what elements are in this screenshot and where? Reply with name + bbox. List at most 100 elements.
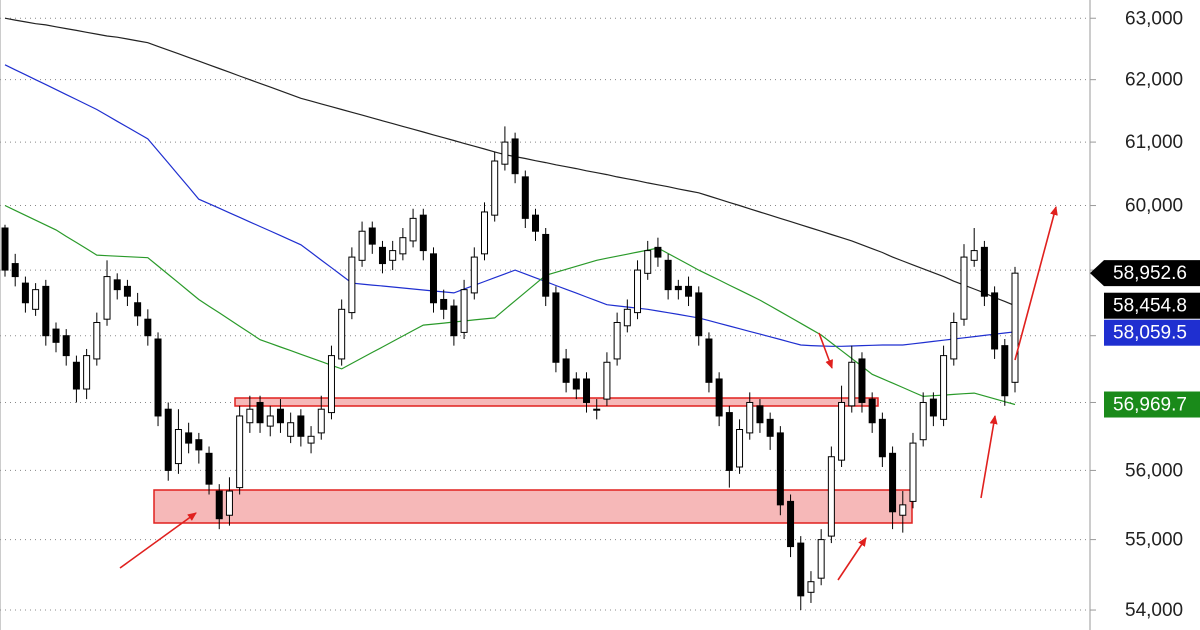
candle-body <box>276 408 284 424</box>
candle-body <box>246 408 254 424</box>
candle-body <box>154 338 162 417</box>
candle-body <box>848 361 856 407</box>
candle-body <box>521 176 529 219</box>
candle-body <box>134 302 142 317</box>
candle-body <box>256 401 264 424</box>
candle-body <box>858 358 866 403</box>
candle-body <box>42 285 50 337</box>
candle-body <box>1001 345 1009 397</box>
y-tick-label: 63,000 <box>1125 8 1183 29</box>
candle-body <box>21 282 29 304</box>
candle-body <box>746 401 754 434</box>
candle-body <box>929 398 937 417</box>
y-tick-label: 61,000 <box>1125 132 1183 153</box>
candle-body <box>93 321 101 360</box>
candle-body <box>685 285 693 297</box>
candle-body <box>297 415 305 437</box>
y-tick-label: 60,000 <box>1125 196 1183 217</box>
candle-body <box>501 141 509 165</box>
zones <box>153 397 913 524</box>
candle-body <box>878 418 886 458</box>
candle-body <box>327 355 335 414</box>
candle-body <box>960 256 968 320</box>
candle-body <box>695 292 703 337</box>
candle-body <box>705 338 713 383</box>
arrows <box>119 206 1058 581</box>
candle-body <box>674 285 682 291</box>
candle-body <box>378 246 386 265</box>
candle-body <box>511 138 519 175</box>
candle-body <box>164 408 172 471</box>
candle-body <box>542 233 550 297</box>
candle-body <box>113 279 121 291</box>
candle-body <box>593 408 601 411</box>
price-box <box>1104 391 1200 418</box>
candle-body <box>899 504 907 516</box>
candle-body <box>72 361 80 390</box>
candle-body <box>756 405 764 424</box>
candle-body <box>623 308 631 327</box>
candle-body <box>317 408 325 434</box>
candle-body <box>62 335 70 357</box>
candle-body <box>358 230 366 261</box>
candle-body <box>215 490 223 520</box>
candle-body <box>11 263 19 278</box>
arrow <box>818 332 833 369</box>
candle-body <box>368 227 376 245</box>
candle-body <box>634 269 642 314</box>
candle-body <box>480 211 488 255</box>
price-box <box>1104 292 1200 319</box>
y-tick-label: 62,000 <box>1125 70 1183 91</box>
candle-body <box>338 308 346 360</box>
price-label: 58,454.8 <box>1113 296 1187 317</box>
candle-body <box>817 539 825 579</box>
candle-body <box>460 289 468 333</box>
price-flag <box>1090 260 1200 287</box>
candle-body <box>419 214 427 252</box>
y-tick-label: 56,000 <box>1125 460 1183 481</box>
candle-body <box>389 250 397 261</box>
candle-body <box>940 355 948 420</box>
moving-average-line <box>4 204 1016 406</box>
candle-body <box>980 246 988 297</box>
price-label: 56,969.7 <box>1113 395 1187 416</box>
candle-body <box>838 401 846 461</box>
candle-body <box>715 378 723 417</box>
arrow <box>1014 206 1058 361</box>
candle-body <box>236 415 244 489</box>
moving-averages <box>4 17 1016 406</box>
y-tick-label: 55,000 <box>1125 530 1183 551</box>
candle-body <box>613 321 621 360</box>
candle-body <box>470 256 478 294</box>
candle-body <box>399 237 407 255</box>
candle-body <box>644 250 652 274</box>
candle-body <box>195 439 203 451</box>
candle-body <box>205 452 213 485</box>
candle-body <box>266 415 274 427</box>
candle-body <box>776 432 784 506</box>
arrow <box>980 415 998 499</box>
candle-body <box>807 581 815 593</box>
candle-body <box>83 355 91 390</box>
candle-body <box>991 292 999 350</box>
candle-body <box>766 418 774 437</box>
candle-body <box>429 253 437 304</box>
candle-body <box>868 398 876 424</box>
candle-body <box>532 214 540 232</box>
candle-body <box>950 321 958 360</box>
price-box <box>1104 319 1200 346</box>
price-label: 58,952.6 <box>1113 263 1187 284</box>
candle-body <box>889 452 897 513</box>
price-labels: 58,952.6 58,454.8 58,059.5 56,969.7 <box>1090 260 1200 418</box>
candle-body <box>664 259 672 291</box>
candle-body <box>491 160 499 216</box>
candle-body <box>123 285 131 297</box>
candle-body <box>440 298 448 310</box>
candle-body <box>185 432 193 444</box>
support-zone <box>234 397 879 407</box>
candle-body <box>654 246 662 258</box>
candle-body <box>583 378 591 403</box>
candle-body <box>52 328 60 343</box>
candle-body <box>603 361 611 400</box>
